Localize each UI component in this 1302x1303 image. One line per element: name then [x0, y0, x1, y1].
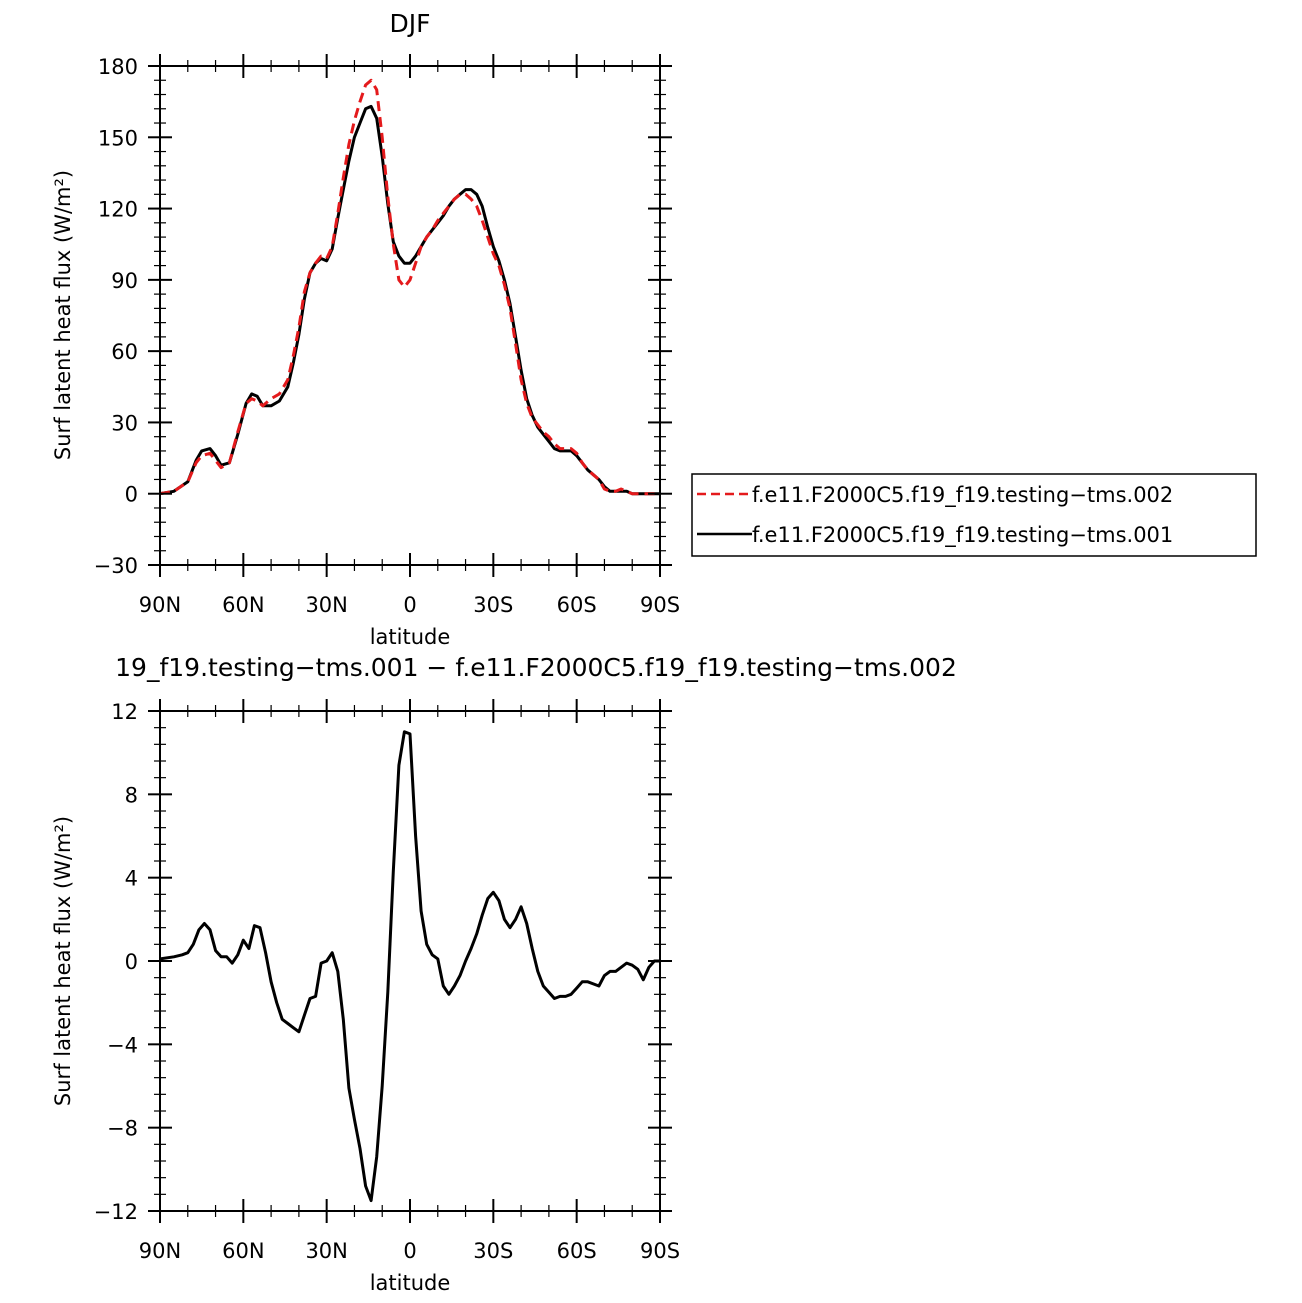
top-x-tick-label: 0 — [403, 593, 416, 617]
top-x-tick-label: 90N — [139, 593, 181, 617]
bot-x-tick-label: 30N — [305, 1239, 347, 1263]
bot-y-tick-label: −4 — [107, 1033, 138, 1057]
top-y-tick-label: 150 — [98, 126, 138, 150]
bottom-y-axis-label: Surf latent heat flux (W/m²) — [51, 816, 75, 1106]
top-series-group — [160, 78, 660, 496]
top-y-tick-label: 180 — [98, 55, 138, 79]
top-x-tick-label: 90S — [640, 593, 680, 617]
bot-x-tick-label: 0 — [403, 1239, 416, 1263]
bot-x-tick-label: 60S — [557, 1239, 597, 1263]
top-y-tick-label: 0 — [125, 483, 138, 507]
top-y-tick-label: −30 — [94, 554, 138, 578]
legend-label-series-001: f.e11.F2000C5.f19_f19.testing−tms.001 — [752, 523, 1173, 548]
bot-x-tick-label: 90N — [139, 1239, 181, 1263]
top-x-tick-label: 30N — [305, 593, 347, 617]
bot-y-tick-label: −8 — [107, 1117, 138, 1141]
bot-y-tick-label: 4 — [125, 867, 138, 891]
bottom-series-group — [160, 730, 660, 1203]
bot-y-tick-label: 12 — [111, 700, 138, 724]
top-y-tick-label: 120 — [98, 198, 138, 222]
bottom-x-tick-labels: 90N 60N 30N 0 30S 60S 90S — [139, 1239, 680, 1263]
bot-x-tick-label: 30S — [473, 1239, 513, 1263]
bot-x-tick-label: 60N — [222, 1239, 264, 1263]
top-y-tick-label: 90 — [111, 269, 138, 293]
top-x-tick-label: 30S — [473, 593, 513, 617]
top-x-axis-label: latitude — [370, 625, 451, 649]
top-x-tick-label: 60N — [222, 593, 264, 617]
bot-x-tick-label: 90S — [640, 1239, 680, 1263]
top-y-axis-label: Surf latent heat flux (W/m²) — [51, 170, 75, 460]
bot-y-tick-label: 8 — [125, 783, 138, 807]
top-chart-title: DJF — [389, 9, 430, 38]
top-x-tick-labels: 90N 60N 30N 0 30S 60S 90S — [139, 593, 680, 617]
bottom-axis-ticks — [148, 699, 672, 1223]
legend-label-series-002: f.e11.F2000C5.f19_f19.testing−tms.002 — [752, 483, 1173, 508]
bot-y-tick-label: 0 — [125, 950, 138, 974]
bottom-x-axis-label: latitude — [370, 1271, 451, 1295]
top-x-tick-label: 60S — [557, 593, 597, 617]
top-series-line-0 — [160, 78, 660, 496]
top-series-line-1 — [160, 104, 660, 496]
top-y-tick-label: 60 — [111, 340, 138, 364]
top-plot-frame — [159, 65, 661, 566]
top-chart: DJF −30 0 30 60 90 120 150 180 90N 60N 30N 0 30S 60S… — [51, 9, 680, 649]
bottom-chart-title: 19_f19.testing−tms.001 − f.e11.F2000C5.f… — [115, 653, 957, 682]
bot-series-line-0 — [160, 730, 660, 1203]
bottom-y-tick-labels: −12 −8 −4 0 4 8 12 — [94, 700, 138, 1224]
top-y-tick-label: 30 — [111, 411, 138, 435]
top-axis-ticks — [148, 54, 672, 577]
legend-box — [691, 473, 1257, 557]
legend: f.e11.F2000C5.f19_f19.testing−tms.002 f.… — [691, 473, 1257, 557]
top-y-tick-labels: −30 0 30 60 90 120 150 180 — [94, 55, 138, 578]
bot-y-tick-label: −12 — [94, 1200, 138, 1224]
bottom-chart: 19_f19.testing−tms.001 − f.e11.F2000C5.f… — [51, 653, 957, 1295]
